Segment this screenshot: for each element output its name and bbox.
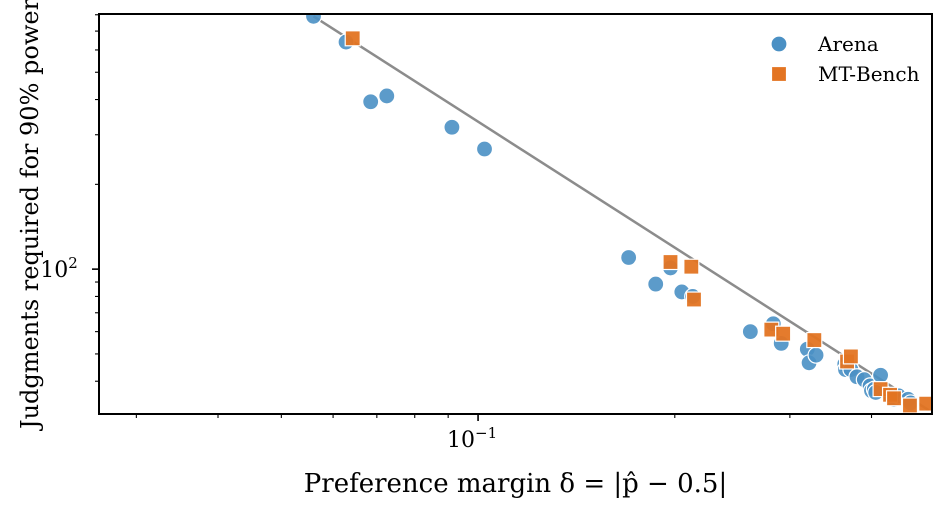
axis-ticks: 10−1 102 [40, 14, 873, 453]
mtbench-point [662, 253, 679, 271]
mtbench-point [775, 325, 792, 342]
x-tick-label: 10−1 [447, 424, 497, 453]
arena-point [647, 275, 665, 293]
arena-point [378, 87, 396, 105]
arena-point [304, 14, 323, 25]
fit-line [312, 15, 930, 412]
arena-point [807, 346, 825, 364]
arena-point [620, 248, 638, 267]
mtbench-point [344, 30, 361, 47]
arena-point [475, 140, 494, 158]
legend-arena-marker [770, 35, 788, 53]
arena-point [443, 118, 461, 136]
legend-label: Arena [817, 32, 879, 56]
mtbench-point [685, 291, 703, 308]
legend-mtbench-marker [770, 65, 788, 83]
fit-line-layer [312, 15, 930, 412]
x-axis-label: Preference margin δ = |p̂ − 0.5| [304, 469, 727, 499]
legend: Arena MT-Bench [770, 32, 920, 86]
arena-point [362, 93, 380, 111]
y-tick-label: 102 [40, 254, 78, 283]
arena-point [741, 323, 759, 341]
mtbench-point [885, 390, 903, 407]
mtbench-point [901, 397, 919, 414]
mtbench-point [842, 348, 860, 365]
mtbench-point [683, 258, 700, 275]
y-axis-label: Judgments required for 90% power [16, 0, 44, 432]
mtbench-point [806, 331, 823, 349]
mtbench-point [918, 395, 932, 412]
arena-point [871, 366, 890, 384]
plot-frame [98, 13, 933, 415]
legend-label: MT-Bench [818, 62, 920, 86]
data-points-layer [304, 14, 932, 414]
